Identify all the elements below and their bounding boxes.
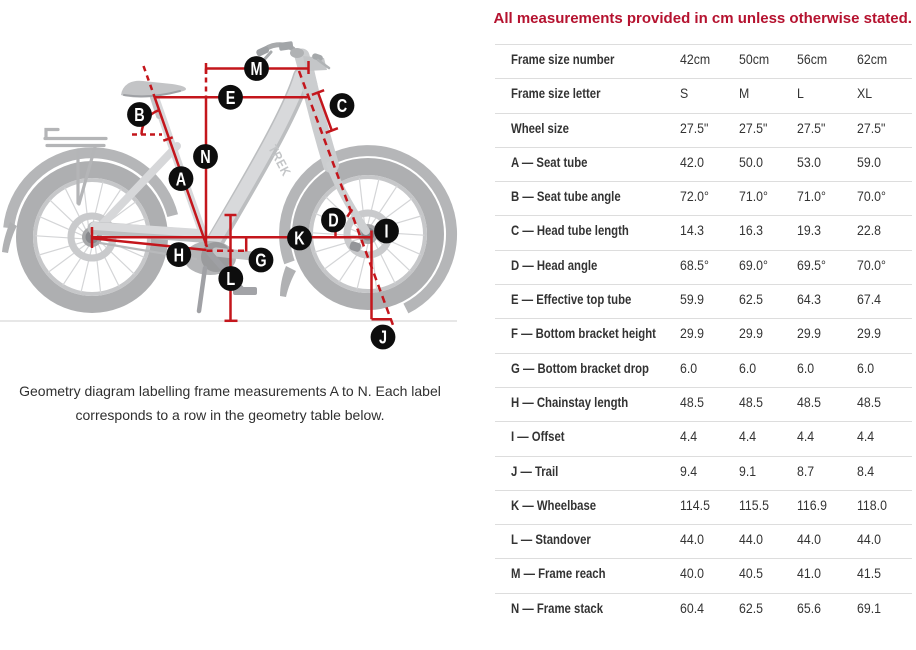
svg-text:M: M bbox=[250, 58, 262, 79]
svg-text:E: E bbox=[226, 87, 236, 108]
svg-text:H: H bbox=[174, 245, 184, 266]
svg-text:G: G bbox=[255, 250, 266, 271]
svg-text:A: A bbox=[176, 169, 186, 190]
svg-text:N: N bbox=[200, 146, 210, 167]
svg-text:J: J bbox=[379, 327, 387, 348]
svg-text:C: C bbox=[337, 95, 347, 116]
svg-text:I: I bbox=[384, 221, 388, 242]
svg-text:K: K bbox=[294, 228, 304, 249]
svg-text:B: B bbox=[134, 104, 144, 125]
svg-text:D: D bbox=[328, 210, 338, 231]
svg-text:L: L bbox=[226, 268, 235, 289]
